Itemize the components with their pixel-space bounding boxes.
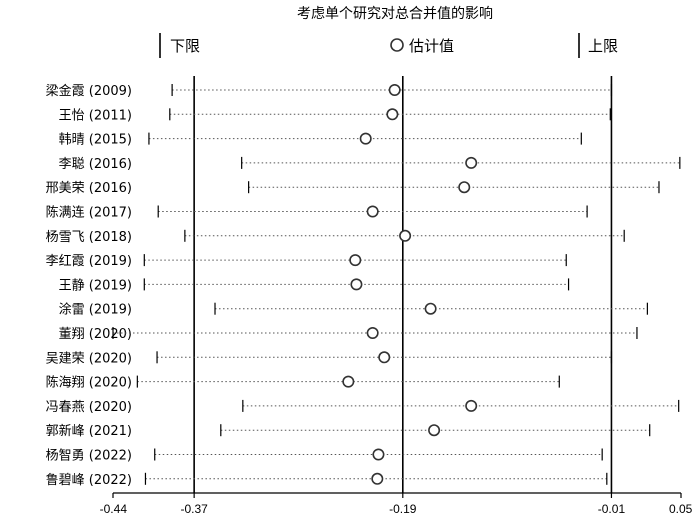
study-row: 王静 (2019): [59, 278, 570, 293]
study-row: 鲁碧峰 (2022): [46, 472, 608, 488]
legend-upper-label: 上限: [588, 37, 618, 55]
study-row: 杨雪飞 (2018): [46, 229, 625, 245]
study-label: 杨智勇 (2022): [46, 449, 132, 464]
study-label: 冯春燕 (2020): [46, 400, 132, 415]
study-label: 李红霞 (2019): [46, 253, 132, 269]
estimate-point: [372, 448, 385, 461]
study-label: 郭新峰 (2021): [46, 423, 132, 439]
estimate-point: [388, 84, 401, 97]
study-row: 涂雷 (2019): [59, 302, 648, 318]
study-label: 鲁碧峰 (2022): [46, 473, 132, 488]
study-row: 陈满连 (2017): [46, 205, 588, 221]
study-label: 王怡 (2011): [59, 108, 132, 123]
study-row: 王怡 (2011): [59, 108, 611, 123]
study-row: 李红霞 (2019): [46, 253, 567, 269]
study-label: 董翔 (2020): [59, 327, 132, 342]
study-row: 梁金霞 (2009): [46, 83, 613, 99]
estimate-point: [342, 375, 355, 388]
estimate-point: [350, 278, 363, 291]
study-label: 李聪 (2016): [59, 157, 132, 172]
estimate-point: [371, 472, 384, 485]
study-row: 郭新峰 (2021): [46, 423, 651, 439]
study-row: 李聪 (2016): [59, 156, 681, 172]
estimate-point: [366, 205, 379, 218]
legend-lower-label: 下限: [170, 37, 200, 55]
estimate-point: [465, 156, 478, 169]
legend: 下限 估计值 上限: [159, 33, 618, 58]
study-row: 董翔 (2020): [59, 326, 638, 342]
x-tick-label: -0.44: [100, 502, 128, 516]
study-row: 吴建荣 (2020): [46, 351, 613, 366]
estimate-point: [359, 132, 372, 145]
x-tick-label: -0.01: [598, 502, 626, 516]
study-label: 韩晴 (2015): [59, 133, 132, 148]
estimate-point: [386, 108, 399, 121]
estimate-point: [465, 399, 478, 412]
study-label: 涂雷 (2019): [59, 302, 132, 318]
study-rows: 梁金霞 (2009) 王怡 (2011) 韩晴 (2015) 李聪 (2016) 邢美荣…: [46, 83, 681, 488]
x-axis: -0.44 -0.37 -0.19 -0.01 0.05: [100, 492, 693, 516]
estimate-point: [424, 302, 437, 315]
study-row: 陈海翔 (2020): [46, 375, 560, 391]
study-label: 陈海翔 (2020): [46, 375, 132, 391]
estimate-point: [378, 351, 391, 364]
study-label: 梁金霞 (2009): [46, 83, 132, 99]
study-row: 邢美荣 (2016): [46, 181, 660, 196]
study-label: 杨雪飞 (2018): [46, 230, 132, 245]
x-tick-label: 0.05: [669, 502, 693, 516]
x-tick-label: -0.19: [389, 502, 417, 516]
estimate-point: [349, 254, 362, 267]
study-row: 冯春燕 (2020): [46, 399, 680, 415]
reference-lines: [193, 76, 613, 493]
study-label: 邢美荣 (2016): [46, 181, 132, 196]
study-label: 陈满连 (2017): [46, 205, 132, 221]
estimate-point: [366, 326, 379, 339]
estimate-point: [458, 181, 471, 194]
chart-title: 考虑单个研究对总合并值的影响: [297, 6, 493, 22]
legend-estimate-label: 估计值: [409, 37, 454, 55]
x-tick-label: -0.37: [180, 502, 208, 516]
study-row: 韩晴 (2015): [59, 132, 582, 148]
legend-estimate-marker: [390, 38, 404, 52]
study-row: 杨智勇 (2022): [46, 448, 603, 464]
estimate-point: [399, 229, 412, 242]
study-label: 王静 (2019): [59, 278, 132, 293]
estimate-point: [428, 424, 441, 437]
study-label: 吴建荣 (2020): [46, 351, 132, 366]
